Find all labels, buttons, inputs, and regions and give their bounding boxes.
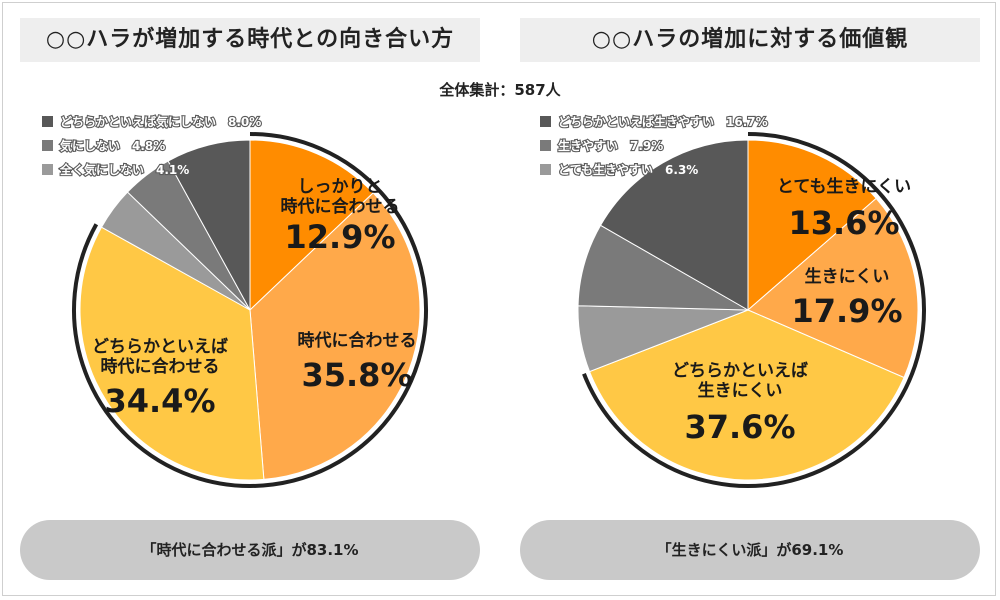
- legend-swatch: [540, 140, 551, 151]
- legend-label: 全く気にしない 4.1%: [59, 162, 189, 177]
- legend-swatch: [540, 164, 551, 175]
- slice-label: 時代に合わせる: [281, 196, 400, 217]
- legend-label: どちらかといえば気にしない 8.0%: [60, 114, 261, 129]
- slice-value-label: 35.8%: [301, 356, 412, 394]
- pie-slice-3: [79, 226, 265, 481]
- slice-label: どちらかといえば: [672, 361, 808, 381]
- right-summary-pill: 「生きにくい派」が69.1%: [520, 520, 980, 580]
- slice-value-label: 13.6%: [788, 204, 899, 242]
- pie-slice-2: [249, 192, 421, 480]
- slice-label: 時代に合わせる: [298, 330, 417, 351]
- slice-label: どちらかといえば: [92, 337, 228, 357]
- pie-slice-2: [747, 197, 919, 379]
- group-highlight-arc: [72, 132, 428, 488]
- pie-chart-left: しっかりと時代に合わせる12.9%時代に合わせる35.8%どちらかといえば時代に…: [42, 113, 428, 488]
- slice-label: 生きにくい: [805, 266, 890, 287]
- legend-swatch: [540, 116, 551, 127]
- slice-value-label: 12.9%: [284, 218, 395, 256]
- slice-label: とても生きにくい: [777, 176, 911, 197]
- slice-value-label: 37.6%: [684, 408, 795, 446]
- right-chart-title: ○○ハラの増加に対する価値観: [520, 18, 980, 62]
- pie-chart-right: とても生きにくい13.6%生きにくい17.9%どちらかといえば生きにくい37.6…: [540, 113, 926, 488]
- legend-swatch: [42, 164, 53, 175]
- pie-slice-6: [599, 139, 749, 311]
- legend-label: 生きやすい 7.9%: [558, 138, 663, 153]
- total-count-label: 全体集計：587人: [439, 81, 561, 99]
- legend-label: どちらかといえば生きやすい 16.7%: [558, 114, 768, 129]
- legend-label: 気にしない 4.8%: [60, 138, 165, 153]
- legend-swatch: [42, 140, 53, 151]
- pie-slice-1: [747, 139, 877, 312]
- pie-slice-6: [167, 139, 251, 311]
- slice-label: 時代に合わせる: [101, 356, 220, 377]
- slice-value-label: 17.9%: [791, 292, 902, 330]
- legend-label: とても生きやすい 6.3%: [558, 162, 698, 177]
- legend-swatch: [42, 116, 53, 127]
- group-highlight-arc: [582, 132, 926, 488]
- slice-label: 生きにくい: [698, 380, 783, 401]
- left-summary-pill: 「時代に合わせる派」が83.1%: [20, 520, 480, 580]
- slice-value-label: 34.4%: [104, 382, 215, 420]
- left-chart-title: ○○ハラが増加する時代との向き合い方: [20, 18, 480, 62]
- pie-slice-1: [249, 139, 374, 312]
- pie-slice-3: [588, 309, 905, 481]
- slice-label: しっかりと: [298, 177, 383, 197]
